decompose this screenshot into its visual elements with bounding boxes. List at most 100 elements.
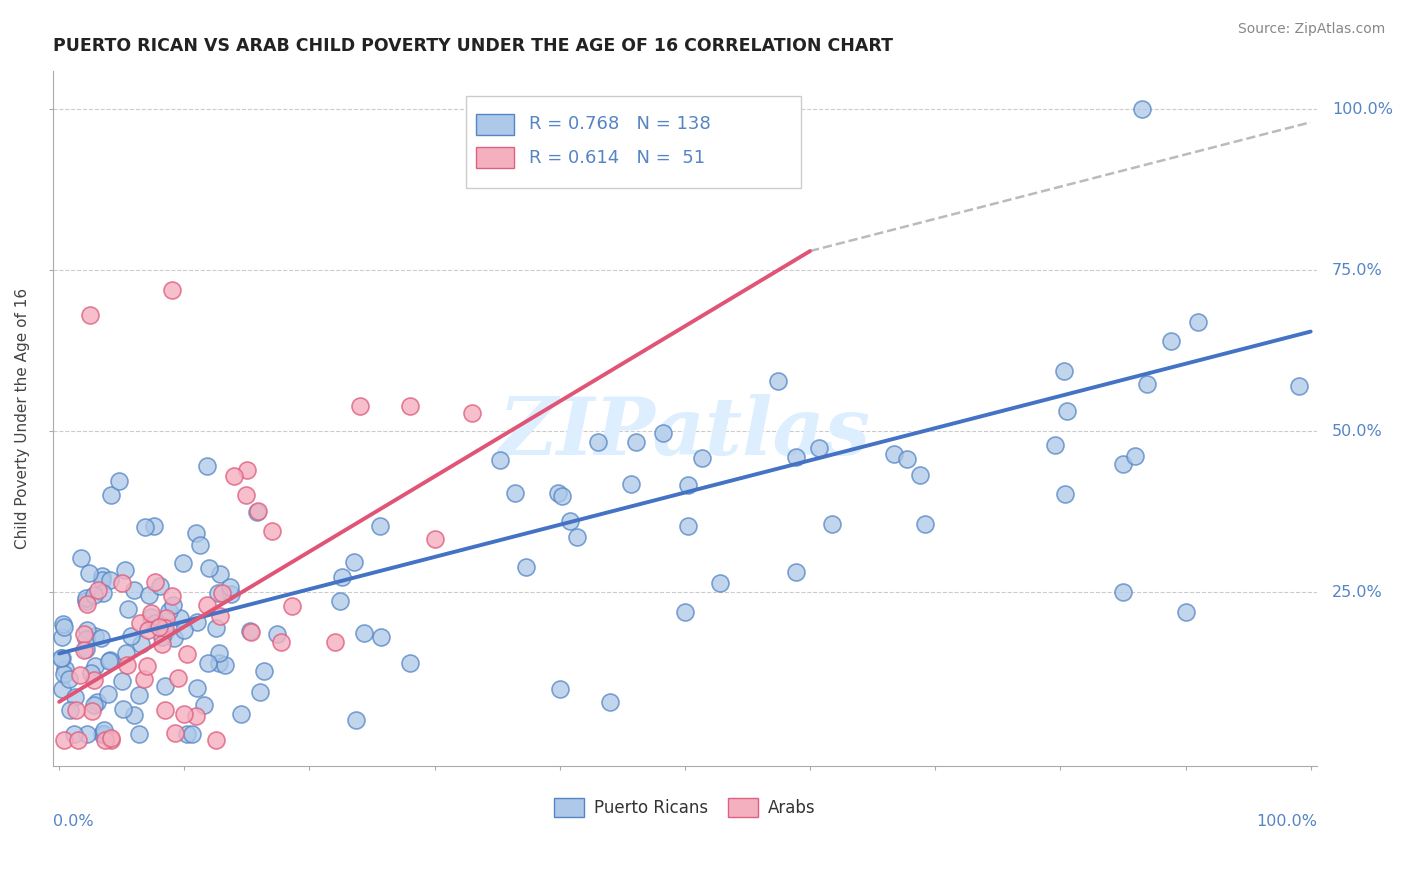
Point xyxy=(51,651,73,665)
Point xyxy=(90,569,112,583)
Point xyxy=(173,623,195,637)
Point xyxy=(1112,585,1135,599)
Point xyxy=(1174,605,1197,619)
Point xyxy=(128,616,150,631)
Point xyxy=(176,647,198,661)
Point xyxy=(176,727,198,741)
Text: ZIPatlas: ZIPatlas xyxy=(499,393,870,471)
Point xyxy=(62,727,84,741)
Point xyxy=(83,698,105,712)
Point xyxy=(63,690,86,704)
Point xyxy=(353,626,375,640)
Point xyxy=(197,561,219,575)
Point xyxy=(349,399,371,413)
Point xyxy=(98,653,121,667)
Point xyxy=(58,672,80,686)
Text: 100.0%: 100.0% xyxy=(1331,102,1393,117)
Point xyxy=(676,519,699,533)
Point xyxy=(184,709,207,723)
Point xyxy=(281,599,304,613)
Point xyxy=(1054,487,1077,501)
Point xyxy=(53,666,76,681)
Text: 100.0%: 100.0% xyxy=(1256,814,1317,829)
Point xyxy=(132,672,155,686)
Point xyxy=(79,666,101,681)
Point xyxy=(236,463,259,477)
Point xyxy=(112,702,135,716)
Point xyxy=(329,594,352,608)
Point xyxy=(160,283,183,297)
Y-axis label: Child Poverty Under the Age of 16: Child Poverty Under the Age of 16 xyxy=(15,288,30,549)
Text: Source: ZipAtlas.com: Source: ZipAtlas.com xyxy=(1237,22,1385,37)
Point xyxy=(547,486,569,500)
Point xyxy=(100,488,122,502)
Point xyxy=(1288,378,1310,392)
Point xyxy=(98,654,121,668)
Point xyxy=(160,589,183,603)
Point xyxy=(1045,438,1067,452)
Point xyxy=(73,627,96,641)
Point xyxy=(218,580,240,594)
Point xyxy=(138,588,160,602)
Point xyxy=(249,685,271,699)
Point xyxy=(1123,449,1146,463)
Point xyxy=(143,518,166,533)
Point xyxy=(208,656,231,670)
Point xyxy=(1130,103,1153,117)
Point xyxy=(120,629,142,643)
Point xyxy=(188,538,211,552)
Point xyxy=(107,474,129,488)
Point xyxy=(224,469,246,483)
Point xyxy=(128,727,150,741)
Point xyxy=(122,582,145,597)
Point xyxy=(162,598,184,612)
Point xyxy=(98,573,121,587)
Point xyxy=(167,671,190,685)
Legend: Puerto Ricans, Arabs: Puerto Ricans, Arabs xyxy=(547,791,823,824)
Point xyxy=(83,588,105,602)
Point xyxy=(755,103,778,117)
Point xyxy=(139,607,162,621)
Point xyxy=(883,447,905,461)
Point xyxy=(163,631,186,645)
Text: 0.0%: 0.0% xyxy=(53,814,94,829)
Point xyxy=(117,602,139,616)
Point xyxy=(150,631,173,645)
Point xyxy=(548,681,571,696)
Point xyxy=(73,643,96,657)
Point xyxy=(76,623,98,637)
Point xyxy=(93,727,115,741)
Point xyxy=(246,504,269,518)
Point xyxy=(209,609,232,624)
Point xyxy=(461,406,484,420)
Point xyxy=(173,706,195,721)
Point xyxy=(86,695,108,709)
Point xyxy=(87,582,110,597)
Point xyxy=(370,630,392,644)
Point xyxy=(239,624,262,638)
Point xyxy=(807,441,830,455)
Point xyxy=(197,598,219,612)
Text: 75.0%: 75.0% xyxy=(1331,263,1384,278)
Point xyxy=(588,434,610,449)
Point xyxy=(1056,404,1078,418)
Point xyxy=(785,450,807,464)
Point xyxy=(1112,457,1135,471)
Point xyxy=(785,565,807,579)
Point xyxy=(149,579,172,593)
Point xyxy=(551,489,574,503)
Point xyxy=(489,452,512,467)
Point xyxy=(134,520,156,534)
Point xyxy=(323,635,346,649)
Point xyxy=(114,563,136,577)
Point xyxy=(141,610,163,624)
Point xyxy=(195,459,218,474)
Point xyxy=(52,620,75,634)
Point xyxy=(240,625,263,640)
Point xyxy=(235,488,257,502)
Point xyxy=(77,566,100,580)
Point xyxy=(143,574,166,589)
Point xyxy=(558,514,581,528)
Point xyxy=(204,621,226,635)
Point xyxy=(153,625,176,640)
